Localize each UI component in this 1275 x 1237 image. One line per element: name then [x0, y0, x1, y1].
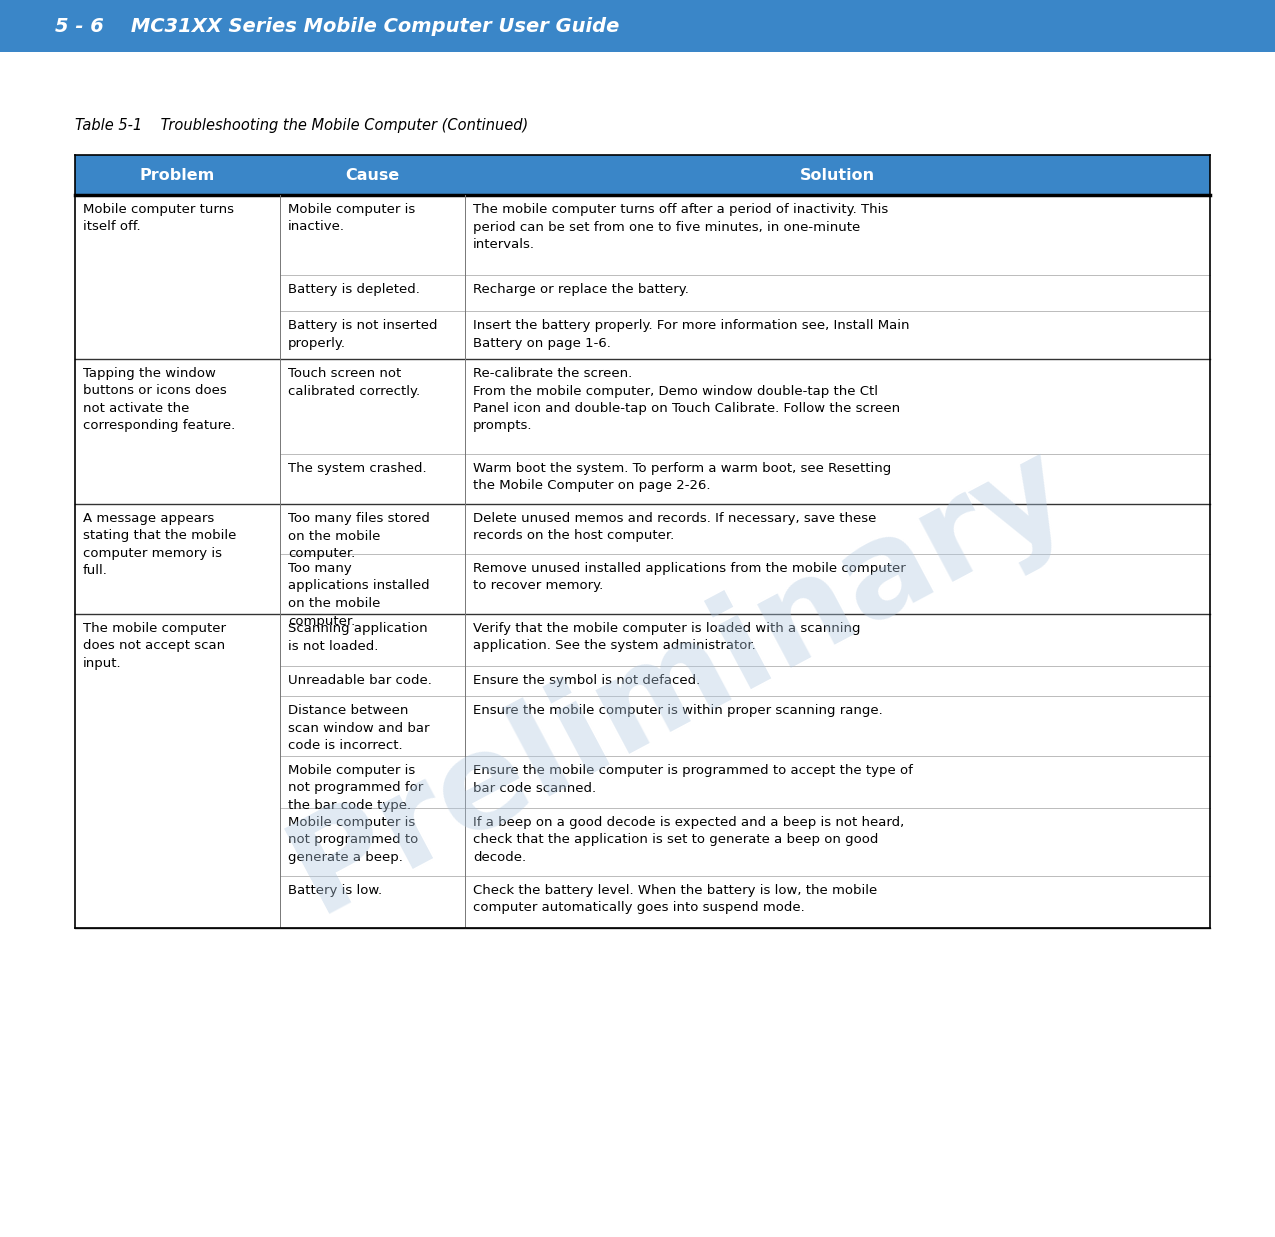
Text: Delete unused memos and records. If necessary, save these
records on the host co: Delete unused memos and records. If nece…: [473, 512, 876, 543]
Text: Check the battery level. When the battery is low, the mobile
computer automatica: Check the battery level. When the batter…: [473, 884, 877, 914]
Text: Mobile computer is
inactive.: Mobile computer is inactive.: [288, 203, 416, 234]
Text: Unreadable bar code.: Unreadable bar code.: [288, 674, 432, 687]
Text: Cause: Cause: [346, 167, 399, 183]
Text: Battery is low.: Battery is low.: [288, 884, 382, 897]
Text: Preliminary: Preliminary: [270, 422, 1090, 939]
Text: Too many
applications installed
on the mobile
computer.: Too many applications installed on the m…: [288, 562, 430, 627]
Text: Verify that the mobile computer is loaded with a scanning
application. See the s: Verify that the mobile computer is loade…: [473, 622, 861, 652]
Text: Tapping the window
buttons or icons does
not activate the
corresponding feature.: Tapping the window buttons or icons does…: [83, 367, 236, 433]
Text: Re-calibrate the screen.
From the mobile computer, Demo window double-tap the Ct: Re-calibrate the screen. From the mobile…: [473, 367, 900, 433]
Text: Problem: Problem: [140, 167, 215, 183]
Text: Insert the battery properly. For more information see, Install Main
Battery on p: Insert the battery properly. For more in…: [473, 319, 909, 350]
Bar: [0, 0, 1275, 52]
Text: The mobile computer turns off after a period of inactivity. This
period can be s: The mobile computer turns off after a pe…: [473, 203, 889, 251]
Text: Ensure the symbol is not defaced.: Ensure the symbol is not defaced.: [473, 674, 700, 687]
Text: Battery is depleted.: Battery is depleted.: [288, 283, 419, 296]
Text: Recharge or replace the battery.: Recharge or replace the battery.: [473, 283, 688, 296]
Text: Scanning application
is not loaded.: Scanning application is not loaded.: [288, 622, 427, 652]
Text: Touch screen not
calibrated correctly.: Touch screen not calibrated correctly.: [288, 367, 421, 397]
Text: Mobile computer is
not programmed for
the bar code type.: Mobile computer is not programmed for th…: [288, 764, 423, 811]
Text: Too many files stored
on the mobile
computer.: Too many files stored on the mobile comp…: [288, 512, 430, 560]
Text: The system crashed.: The system crashed.: [288, 461, 427, 475]
Text: Distance between
scan window and bar
code is incorrect.: Distance between scan window and bar cod…: [288, 704, 430, 752]
Text: If a beep on a good decode is expected and a beep is not heard,
check that the a: If a beep on a good decode is expected a…: [473, 816, 904, 863]
Text: Ensure the mobile computer is programmed to accept the type of
bar code scanned.: Ensure the mobile computer is programmed…: [473, 764, 913, 794]
Text: 5 - 6    MC31XX Series Mobile Computer User Guide: 5 - 6 MC31XX Series Mobile Computer User…: [55, 16, 620, 36]
Text: Warm boot the system. To perform a warm boot, see Resetting
the Mobile Computer : Warm boot the system. To perform a warm …: [473, 461, 891, 492]
Bar: [75, 155, 1210, 195]
Text: Remove unused installed applications from the mobile computer
to recover memory.: Remove unused installed applications fro…: [473, 562, 905, 593]
Text: Battery is not inserted
properly.: Battery is not inserted properly.: [288, 319, 437, 350]
Text: Table 5-1    Troubleshooting the Mobile Computer (Continued): Table 5-1 Troubleshooting the Mobile Com…: [75, 118, 528, 134]
Text: Mobile computer is
not programmed to
generate a beep.: Mobile computer is not programmed to gen…: [288, 816, 418, 863]
Text: Ensure the mobile computer is within proper scanning range.: Ensure the mobile computer is within pro…: [473, 704, 882, 717]
Text: Mobile computer turns
itself off.: Mobile computer turns itself off.: [83, 203, 235, 234]
Text: The mobile computer
does not accept scan
input.: The mobile computer does not accept scan…: [83, 622, 226, 670]
Text: Solution: Solution: [799, 167, 875, 183]
Text: A message appears
stating that the mobile
computer memory is
full.: A message appears stating that the mobil…: [83, 512, 236, 578]
